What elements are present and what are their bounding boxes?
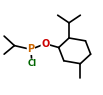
Text: P: P [27,44,35,54]
Text: O: O [41,39,49,49]
Text: Cl: Cl [27,59,36,68]
